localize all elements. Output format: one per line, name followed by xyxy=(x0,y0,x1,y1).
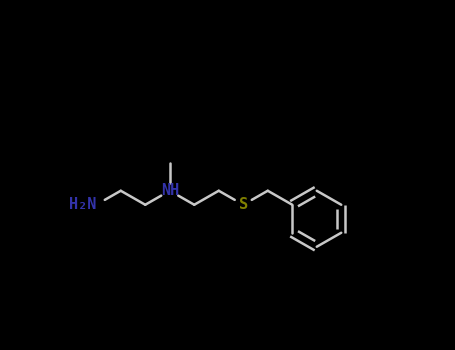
Text: S: S xyxy=(239,197,248,212)
Text: NH: NH xyxy=(161,183,179,198)
Text: H₂N: H₂N xyxy=(69,197,96,212)
